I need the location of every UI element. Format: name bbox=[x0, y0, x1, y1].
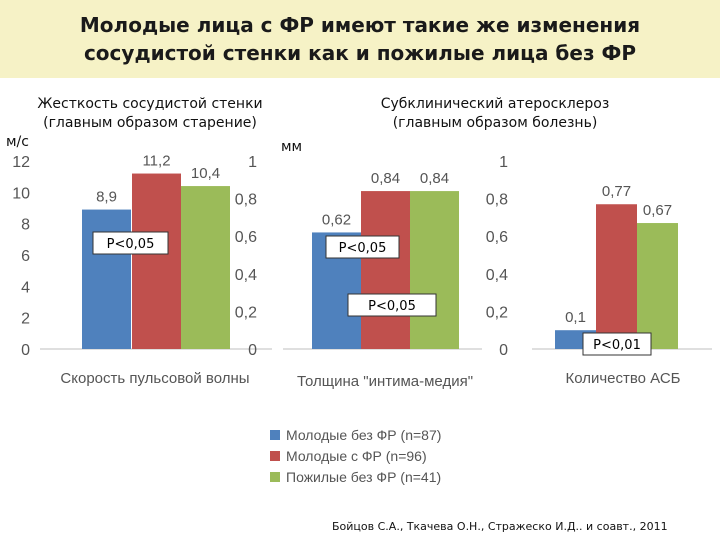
y-tick-label: 12 bbox=[12, 154, 30, 171]
left-heading: Жесткость сосудистой стенки (главным обр… bbox=[37, 96, 263, 131]
right-heading: Субклинический атеросклероз (главным обр… bbox=[380, 96, 610, 131]
legend: Молодые без ФР (n=87) Молодые с ФР (n=96… bbox=[270, 425, 441, 488]
significance-box bbox=[347, 293, 437, 317]
y-tick-label: 0,8 bbox=[486, 192, 508, 209]
significance-label: P<0,05 bbox=[368, 299, 416, 314]
y-tick-label: 0 bbox=[21, 342, 30, 359]
category-label: Толщина "интима-медия" bbox=[297, 373, 473, 390]
y-tick-label: 0,2 bbox=[486, 304, 508, 321]
y-tick-label: 1 bbox=[248, 154, 257, 171]
data-label: 0,1 bbox=[565, 309, 586, 326]
bar bbox=[132, 173, 181, 349]
significance-label: P<0,05 bbox=[107, 237, 155, 252]
y-tick-label: 0,2 bbox=[235, 304, 257, 321]
legend-item: Пожилые без ФР (n=41) bbox=[270, 467, 441, 487]
bar bbox=[637, 223, 678, 349]
data-label: 0,84 bbox=[420, 170, 449, 187]
bar bbox=[410, 191, 459, 349]
data-label: 0,67 bbox=[643, 202, 672, 219]
significance-label: P<0,01 bbox=[593, 338, 641, 353]
legend-label: Пожилые без ФР (n=41) bbox=[286, 469, 442, 485]
y-tick-label: 6 bbox=[21, 248, 30, 265]
data-label: 11,2 bbox=[142, 153, 170, 170]
significance-label: P<0,05 bbox=[339, 241, 387, 256]
bar bbox=[181, 186, 230, 349]
legend-item: Молодые с ФР (n=96) bbox=[270, 446, 441, 466]
y-tick-label: 0,6 bbox=[486, 229, 508, 246]
y-tick-label: 8 bbox=[21, 217, 30, 234]
bar bbox=[82, 209, 131, 349]
bar bbox=[596, 204, 637, 349]
category-label: Количество АСБ bbox=[565, 370, 680, 387]
significance-box bbox=[325, 235, 400, 259]
y-tick-label: 2 bbox=[21, 311, 30, 328]
y-tick-label: 0 bbox=[499, 342, 508, 359]
bar bbox=[361, 191, 410, 349]
data-label: 0,77 bbox=[602, 183, 631, 200]
legend-label: Молодые с ФР (n=96) bbox=[286, 448, 427, 464]
y-tick-label: 4 bbox=[21, 279, 30, 296]
category-label: Скорость пульсовой волны bbox=[60, 370, 249, 387]
legend-swatch bbox=[270, 472, 280, 482]
slide-title: Молодые лица с ФР имеют такие же изменен… bbox=[79, 13, 641, 65]
y-tick-label: 0,6 bbox=[235, 229, 257, 246]
unit-middle: мм bbox=[281, 139, 303, 155]
y-tick-label: 10 bbox=[12, 185, 30, 202]
y-tick-label: 0,4 bbox=[486, 267, 508, 284]
y-tick-label: 0,4 bbox=[235, 267, 257, 284]
y-tick-label: 1 bbox=[499, 154, 508, 171]
legend-label: Молодые без ФР (n=87) bbox=[286, 427, 442, 443]
legend-swatch bbox=[270, 451, 280, 461]
legend-item: Молодые без ФР (n=87) bbox=[270, 425, 441, 445]
data-label: 10,4 bbox=[191, 165, 220, 182]
y-tick-label: 0 bbox=[248, 342, 257, 359]
data-label: 0,62 bbox=[322, 211, 351, 228]
significance-box bbox=[582, 332, 652, 356]
data-label: 8,9 bbox=[96, 189, 117, 206]
unit-left: м/с bbox=[6, 134, 29, 150]
title-band: Молодые лица с ФР имеют такие же изменен… bbox=[0, 0, 720, 78]
data-label: 0,84 bbox=[371, 170, 400, 187]
significance-box bbox=[92, 231, 169, 255]
legend-swatch bbox=[270, 430, 280, 440]
y-tick-label: 0,8 bbox=[235, 192, 257, 209]
citation: Бойцов С.А., Ткачева О.Н., Стражеско И.Д… bbox=[332, 520, 668, 533]
